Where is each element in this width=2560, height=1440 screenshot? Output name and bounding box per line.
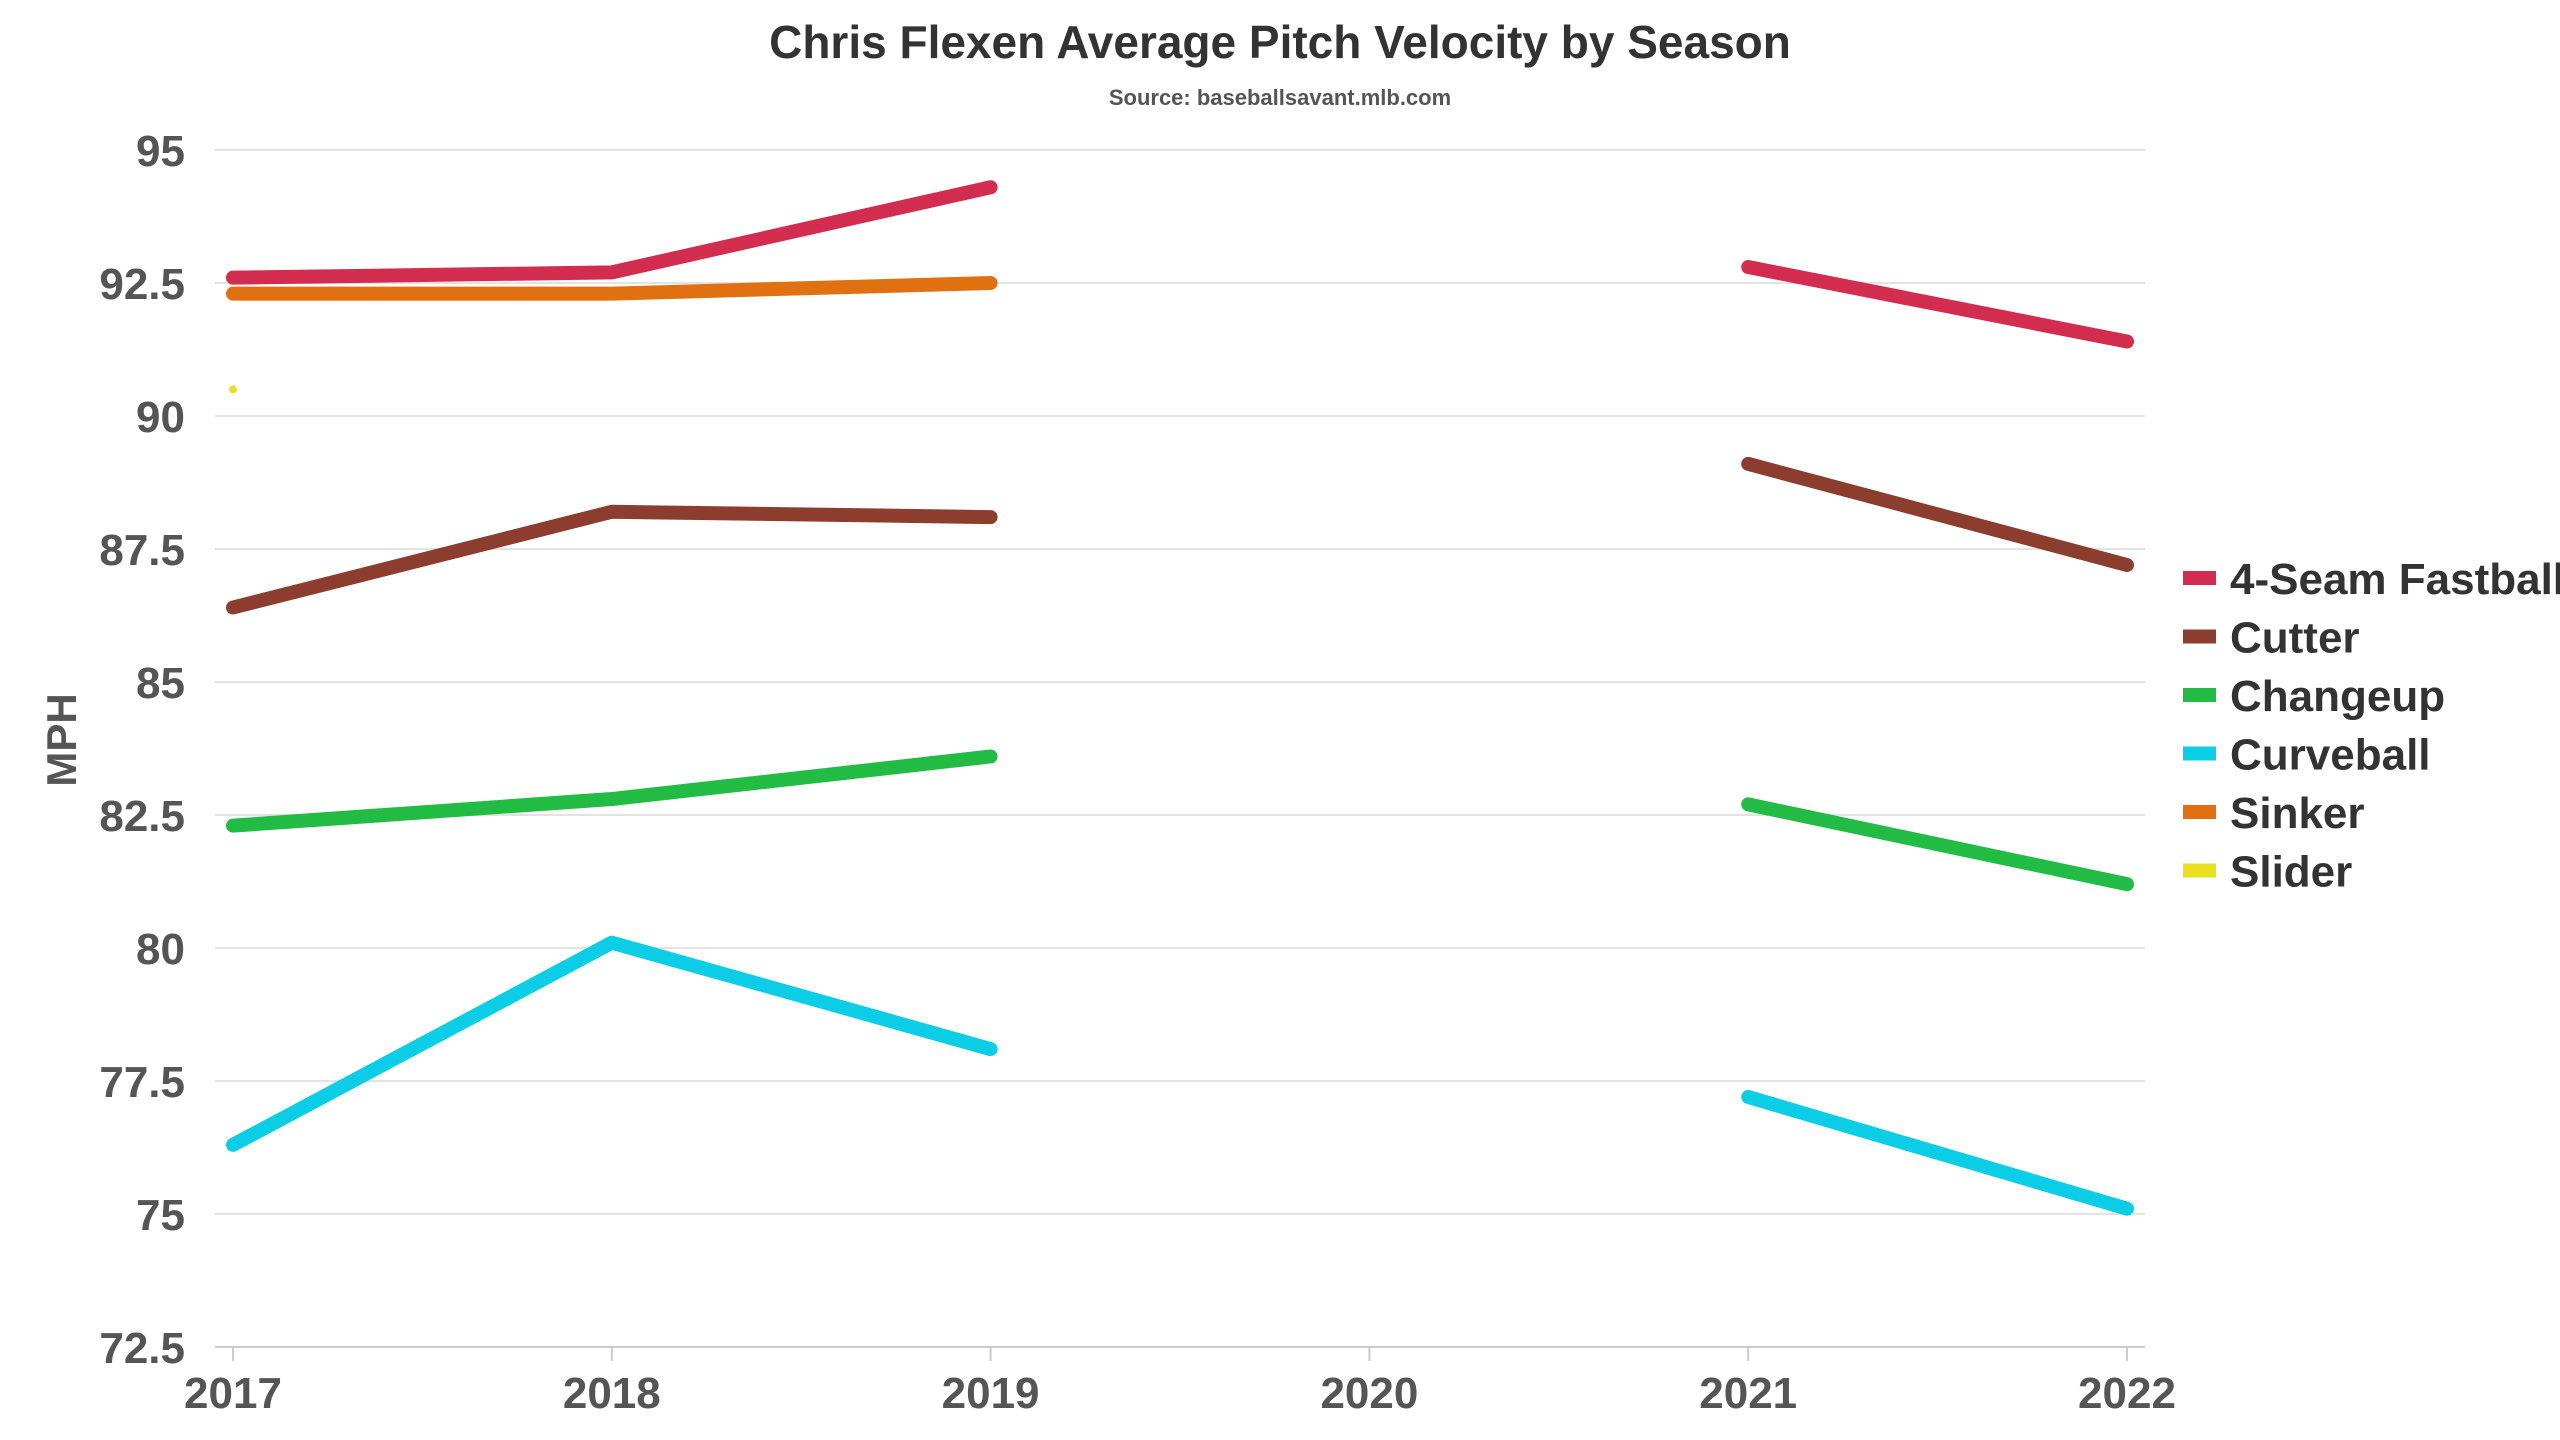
chart-subtitle: Source: baseballsavant.mlb.com xyxy=(1109,85,1451,110)
series-line-changeup xyxy=(1741,797,2134,892)
y-tick-label: 72.5 xyxy=(99,1324,185,1373)
legend-label-cutter: Cutter xyxy=(2230,614,2360,663)
series-line-sinker xyxy=(226,276,998,301)
x-tick-label: 2017 xyxy=(184,1369,282,1418)
series-line-4-seam-fastball xyxy=(226,180,998,285)
series-line-curveball xyxy=(1741,1089,2134,1216)
y-tick-label: 90 xyxy=(136,393,185,442)
y-tick-label: 80 xyxy=(136,925,185,974)
y-tick-label: 95 xyxy=(136,127,185,176)
legend-swatch-curveball xyxy=(2183,746,2216,761)
legend-label-curveball: Curveball xyxy=(2230,731,2431,780)
chart-title: Chris Flexen Average Pitch Velocity by S… xyxy=(769,16,1791,68)
legend-swatch-sinker xyxy=(2183,805,2216,819)
legend-swatch-changeup xyxy=(2183,688,2216,702)
x-tick-label: 2022 xyxy=(2078,1369,2176,1418)
series-line-4-seam-fastball xyxy=(1741,260,2134,349)
y-tick-label: 87.5 xyxy=(99,526,185,575)
x-tick-label: 2020 xyxy=(1320,1369,1418,1418)
y-tick-label: 82.5 xyxy=(99,792,185,841)
x-tick-label: 2018 xyxy=(563,1369,661,1418)
legend-swatch-slider xyxy=(2183,863,2216,878)
legend-swatch-cutter xyxy=(2183,629,2216,644)
y-axis-label: MPH xyxy=(38,693,85,786)
y-tick-label: 85 xyxy=(136,659,185,708)
y-tick-label: 92.5 xyxy=(99,260,185,309)
series-point-slider xyxy=(229,385,237,394)
x-axis: 2017 2018 2019 2020 2021 2022 xyxy=(184,1346,2176,1418)
legend-swatch-4-seam-fastball xyxy=(2183,571,2216,585)
series-line-changeup xyxy=(226,749,998,833)
series-line-cutter xyxy=(1741,456,2134,572)
gridlines xyxy=(215,149,2145,1215)
x-tick-label: 2021 xyxy=(1699,1369,1797,1418)
y-tick-labels: 72.5 75 77.5 80 82.5 85 87.5 90 92.5 95 xyxy=(99,127,185,1373)
legend-label-4-seam-fastball: 4-Seam Fastball xyxy=(2230,555,2560,604)
y-tick-label: 75 xyxy=(136,1191,185,1240)
legend-label-sinker: Sinker xyxy=(2230,789,2365,838)
legend-label-changeup: Changeup xyxy=(2230,672,2445,721)
legend: 4-Seam Fastball Cutter Changeup Curveball Si… xyxy=(2183,555,2560,897)
series-lines xyxy=(226,180,2134,1216)
series-line-cutter xyxy=(226,504,998,615)
x-tick-label: 2019 xyxy=(942,1369,1040,1418)
series-line-curveball xyxy=(226,935,998,1152)
legend-label-slider: Slider xyxy=(2230,848,2352,897)
y-tick-label: 77.5 xyxy=(99,1058,185,1107)
